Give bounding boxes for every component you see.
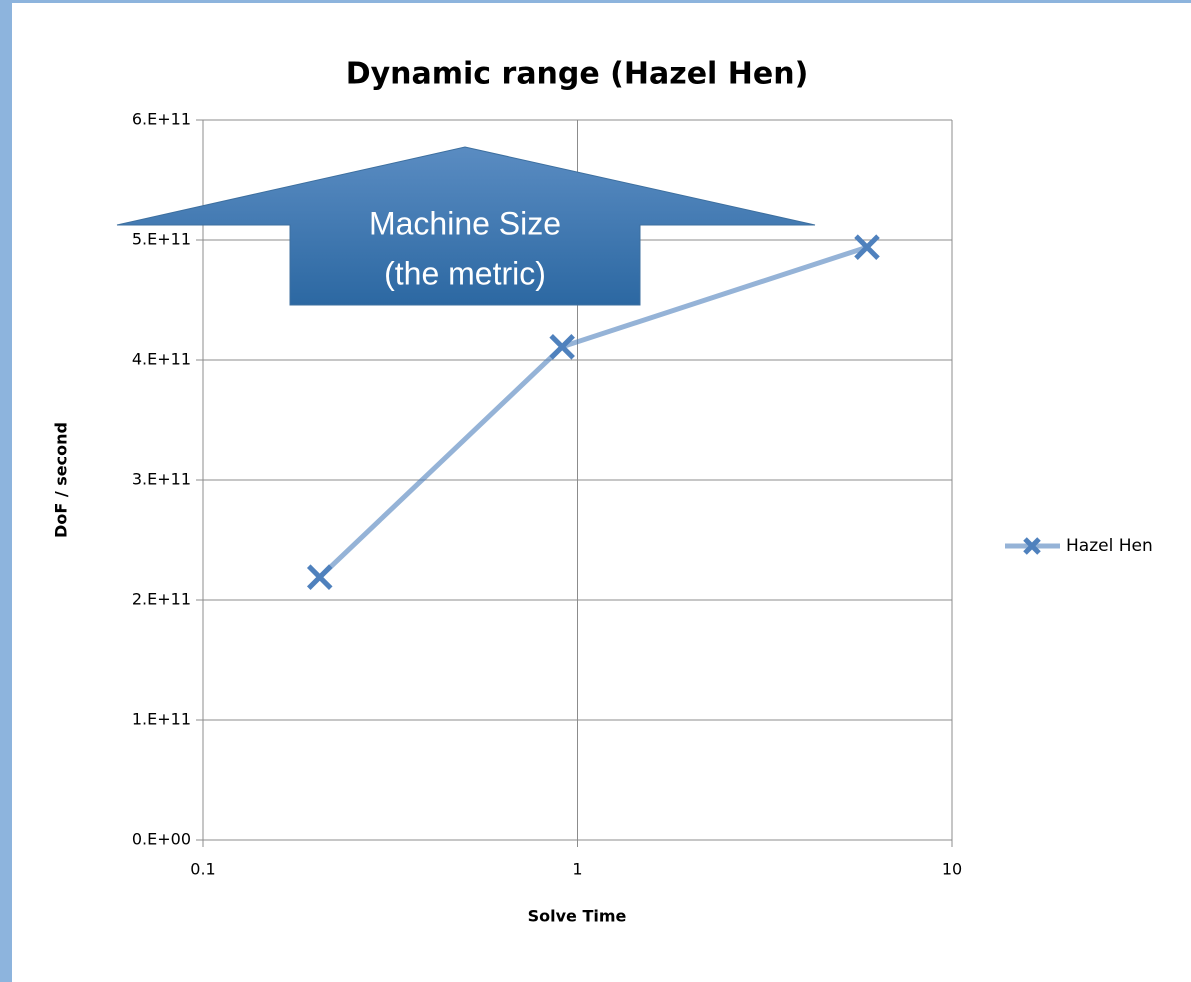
y-axis-label: DoF / second: [52, 422, 71, 538]
y-tick-label: 3.E+11: [132, 470, 191, 489]
x-axis-label: Solve Time: [528, 907, 627, 926]
frame-top: [0, 0, 1191, 3]
annotation-text: (the metric): [384, 255, 546, 291]
y-tick-label: 6.E+11: [132, 110, 191, 129]
x-tick-label: 10: [942, 860, 962, 879]
chart-title: Dynamic range (Hazel Hen): [346, 57, 809, 92]
y-tick-label: 2.E+11: [132, 590, 191, 609]
frame-left: [0, 0, 12, 982]
y-tick-label: 1.E+11: [132, 710, 191, 729]
marker: [854, 234, 880, 260]
x-tick-label: 1: [572, 860, 582, 879]
x-tick-label: 0.1: [190, 860, 215, 879]
y-tick-label: 0.E+00: [132, 830, 191, 849]
annotation-arrow: [116, 146, 816, 306]
marker: [549, 334, 575, 360]
legend-marker: [1023, 537, 1041, 555]
y-tick-label: 4.E+11: [132, 350, 191, 369]
y-tick-label: 5.E+11: [132, 230, 191, 249]
legend-label: Hazel Hen: [1066, 536, 1153, 556]
marker: [306, 564, 333, 590]
annotation-text: Machine Size: [369, 205, 561, 241]
